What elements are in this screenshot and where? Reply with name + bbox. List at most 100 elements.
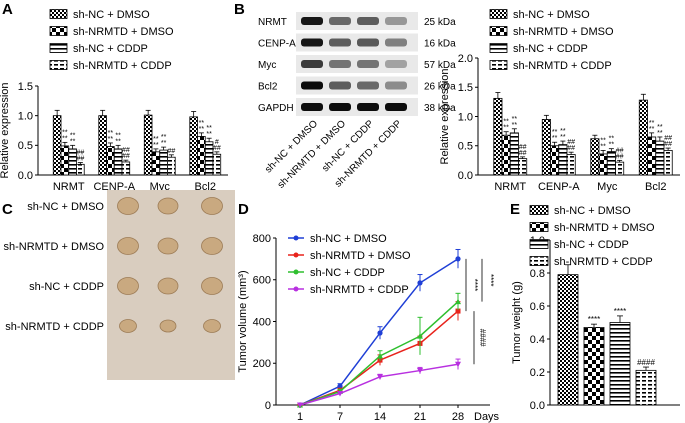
bar <box>647 136 657 176</box>
significance-mark: ** <box>115 138 121 145</box>
y-tick-label: 600 <box>253 275 271 287</box>
bar <box>566 154 576 176</box>
significance-mark: ** <box>657 130 663 137</box>
blot-protein-label: GAPDH <box>258 103 294 114</box>
bar <box>501 134 511 176</box>
legend-label: sh-NRMTD + DMSO <box>310 250 411 262</box>
photo-row-label: sh-NRMTD + CDDP <box>5 321 104 333</box>
blot-band <box>301 103 323 111</box>
panel-label-b: B <box>234 1 245 18</box>
significance-mark: ** <box>70 138 76 145</box>
blot-size-label: 38 kDa <box>424 103 456 114</box>
chart-d-tumor-volume: 0 200 400 600 800 Tumor volume (mm³) 1 7 14 21 28 D… <box>237 233 500 423</box>
data-point <box>455 256 461 262</box>
bar <box>615 161 625 176</box>
significance-mark: ** <box>649 120 655 127</box>
significance-mark: ** <box>108 130 114 137</box>
bar <box>143 114 153 176</box>
significance-mark: ** <box>199 126 205 133</box>
significance-mark: ** <box>70 132 76 139</box>
y-tick-label: 1.0 <box>458 111 473 123</box>
blot-band <box>357 17 379 25</box>
blot-protein-label: CENP-A <box>258 39 296 50</box>
data-point <box>337 383 343 389</box>
photo-row-label: sh-NRMTD + DMSO <box>3 241 104 253</box>
x-tick-label: 14 <box>374 411 386 423</box>
bar <box>655 140 665 176</box>
blot-size-label: 26 kDa <box>424 82 456 93</box>
significance-mark: ## <box>567 139 575 146</box>
y-tick-label: 0.5 <box>458 141 473 153</box>
significance-mark: ** <box>108 136 114 143</box>
tumor-specimen <box>157 237 179 255</box>
significance-mark: ** <box>503 119 509 126</box>
panel-label-e: E <box>510 201 520 218</box>
blot-band <box>385 60 407 68</box>
blot-protein-label: Myc <box>258 60 276 71</box>
y-tick-label: 0 <box>265 400 271 412</box>
blot-band <box>329 60 351 68</box>
tumor-specimen <box>117 197 139 215</box>
chart-a-relative-expression: sh-NC + DMSO sh-NRMTD + DMSO sh-NC + CDDP s… <box>0 9 228 193</box>
bar <box>583 327 605 406</box>
significance-mark: ## <box>213 145 221 152</box>
bar <box>68 148 77 176</box>
blot-band <box>357 81 379 90</box>
blot-band <box>385 17 407 25</box>
legend-label: sh-NRMTD + CDDP <box>513 60 612 72</box>
data-point <box>417 368 423 374</box>
x-tick-label: 7 <box>337 411 343 423</box>
x-tick-label: NRMT <box>53 181 85 193</box>
y-tick-label: 400 <box>253 316 271 328</box>
significance-mark: **** <box>588 315 600 324</box>
significance-mark: ** <box>503 125 509 132</box>
x-tick-label: Myc <box>597 181 618 193</box>
y-axis-label: Tumor volume (mm³) <box>237 270 249 372</box>
western-blot: NRMT 25 kDa CENP-A 16 kDa Myc 57 kDa Bcl2 26 kD… <box>258 8 456 191</box>
legend-swatch <box>489 60 508 70</box>
y-tick-label: 0.2 <box>530 367 545 379</box>
series-line <box>299 301 459 406</box>
data-point <box>297 402 303 408</box>
y-tick-label: 2.0 <box>458 53 473 65</box>
bar <box>204 141 214 176</box>
y-axis-label: Tumor weight (g) <box>511 281 523 364</box>
blot-band <box>301 60 323 68</box>
y-tick-label: 1.5 <box>458 82 473 94</box>
significance-mark: ** <box>115 132 121 139</box>
legend-swatch-marker <box>293 235 299 241</box>
blot-band <box>329 81 351 90</box>
y-tick-label: 0.6 <box>530 301 545 313</box>
legend-swatch <box>529 256 549 266</box>
blot-band <box>301 38 323 47</box>
blot-band <box>357 103 379 111</box>
significance-mark: ## <box>664 141 672 148</box>
legend-swatch <box>489 9 508 19</box>
blot-band <box>301 81 323 90</box>
blot-band <box>301 17 323 25</box>
blot-size-label: 57 kDa <box>424 60 456 71</box>
significance-mark: ** <box>600 137 606 144</box>
data-point <box>417 280 423 286</box>
series-line <box>299 363 459 406</box>
bar <box>121 161 131 176</box>
bar <box>638 99 648 176</box>
blot-band <box>385 38 407 47</box>
blot-band <box>329 17 351 25</box>
significance-mark: #### <box>637 358 655 367</box>
blot-protein-label: Bcl2 <box>258 82 278 93</box>
legend-swatch <box>49 9 68 19</box>
bar <box>509 132 519 176</box>
y-tick-label: 0.0 <box>458 170 473 182</box>
significance-mark: ** <box>206 125 212 132</box>
bar <box>557 274 579 406</box>
blot-band <box>329 103 351 111</box>
significance-mark: ** <box>609 136 615 143</box>
blot-size-label: 25 kDa <box>424 17 456 28</box>
y-tick-label: 0.0 <box>530 400 545 412</box>
x-tick-label: Bcl2 <box>645 181 666 193</box>
data-point <box>337 391 343 397</box>
data-point <box>455 361 461 368</box>
tumor-specimen <box>201 237 223 255</box>
